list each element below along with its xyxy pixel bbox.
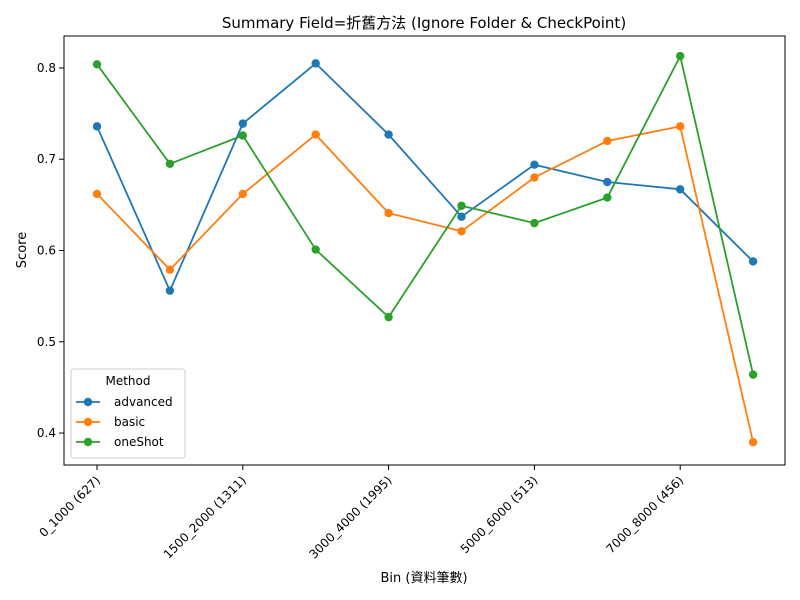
data-point (92, 60, 102, 69)
data-point (457, 227, 466, 236)
x-tick-label: 0_1000 (627) (36, 473, 103, 540)
legend-box (70, 368, 186, 459)
x-tick-label: 5000_6000 (513) (458, 473, 541, 556)
data-point (384, 312, 393, 322)
x-tick-label: 3000_4000 (1995) (306, 473, 394, 561)
data-point (457, 201, 466, 210)
legend-marker (83, 417, 93, 427)
y-tick-label: 0.7 (37, 152, 56, 166)
data-point (676, 51, 685, 61)
data-point (311, 59, 320, 68)
data-point (311, 130, 320, 139)
legend-title: Method (105, 374, 150, 388)
data-point (603, 177, 612, 187)
data-point (238, 119, 247, 128)
series-oneShot (92, 51, 758, 379)
series-advanced (92, 59, 758, 295)
legend-label: oneShot (114, 435, 164, 449)
y-tick-label: 0.5 (37, 335, 56, 349)
x-tick-label: 7000_8000 (456) (603, 473, 686, 556)
x-tick-label: 1500_2000 (1311) (161, 473, 249, 561)
x-axis: 0_1000 (627) 1500_2000 (1311) 3000_4000 (1… (36, 465, 686, 561)
data-point (676, 185, 685, 194)
y-axis: 0.4 0.5 0.6 0.7 0.8 (37, 61, 64, 440)
chart-title: Summary Field=折舊方法 (Ignore Folder & Chec… (222, 14, 626, 32)
data-point (238, 131, 247, 140)
y-axis-label: Score (15, 232, 30, 268)
series-line (96, 53, 754, 375)
data-point (92, 122, 102, 131)
data-point (748, 257, 758, 266)
data-point (530, 160, 539, 169)
data-point (165, 265, 175, 274)
x-axis-label: Bin (資料筆數) (380, 571, 467, 586)
series-layer (92, 51, 758, 447)
series-line (96, 125, 754, 443)
y-tick-label: 0.8 (37, 61, 56, 75)
legend-label: basic (114, 415, 145, 429)
data-point (384, 208, 393, 218)
data-point (311, 245, 320, 254)
data-point (165, 159, 175, 168)
data-point (457, 212, 466, 221)
data-point (530, 173, 539, 182)
data-point (384, 130, 393, 139)
data-point (530, 218, 539, 228)
legend: Method advanced basic oneShot (70, 368, 186, 459)
legend-marker (83, 437, 93, 447)
series-basic (92, 122, 758, 447)
data-point (748, 437, 758, 447)
legend-marker (83, 397, 93, 407)
data-point (92, 189, 102, 199)
y-tick-label: 0.4 (37, 426, 56, 440)
data-point (238, 189, 247, 199)
legend-label: advanced (114, 395, 173, 409)
y-tick-label: 0.6 (37, 244, 56, 258)
data-point (748, 370, 758, 379)
data-point (603, 136, 612, 146)
series-line (96, 62, 754, 293)
data-point (603, 193, 612, 202)
data-point (676, 122, 685, 131)
legend-entries: advanced basic oneShot (76, 395, 173, 449)
data-point (165, 286, 175, 295)
